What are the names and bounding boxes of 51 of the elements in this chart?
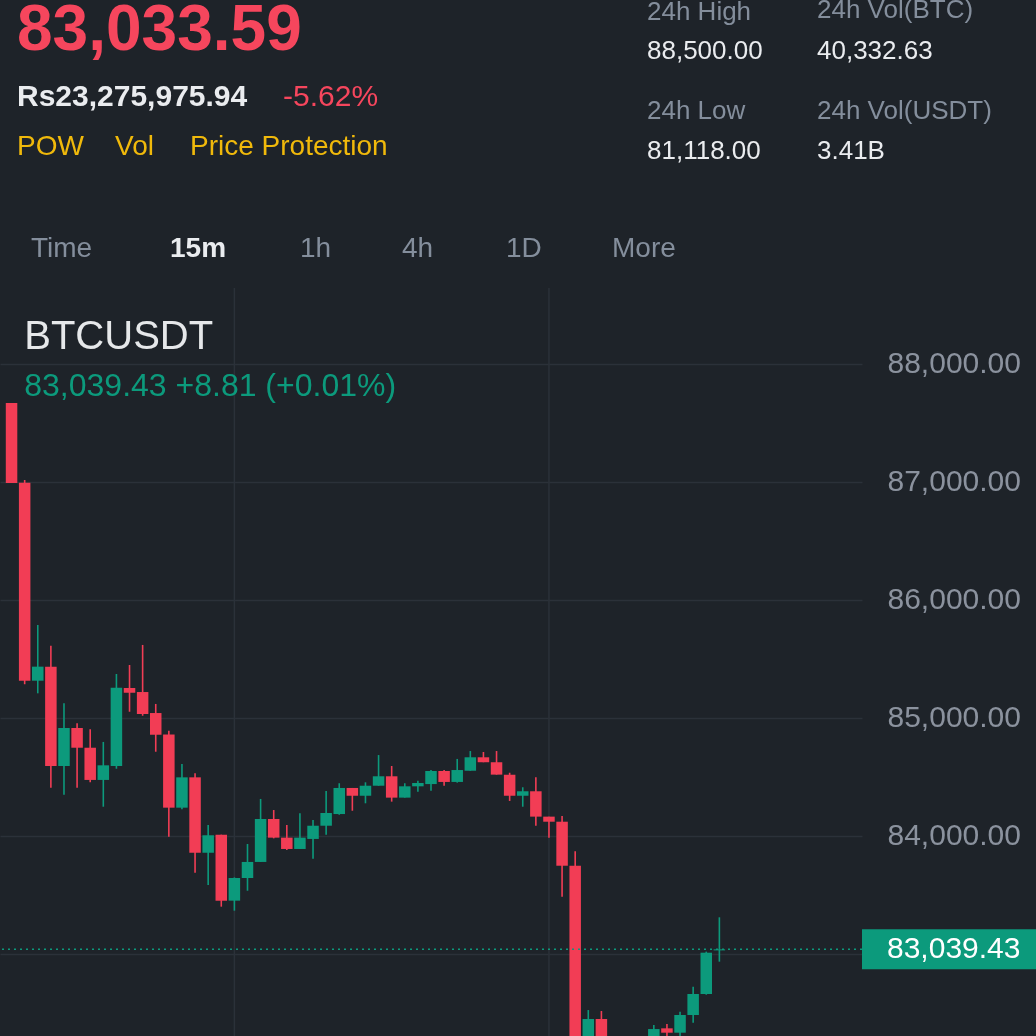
y-tick-label: 88,000.00 <box>887 346 1021 380</box>
text: BTCUSDT <box>24 313 214 357</box>
candlestick <box>385 765 398 803</box>
text: 1h <box>300 232 332 263</box>
text: 83,033.59 <box>17 0 302 64</box>
text: 81,118.00 <box>647 135 761 165</box>
candlestick <box>136 644 149 717</box>
candlestick <box>267 809 280 840</box>
text: More <box>612 232 676 263</box>
text: 4h <box>402 232 434 263</box>
candlestick <box>674 1010 686 1036</box>
text: 24h High <box>647 0 752 26</box>
text: Price Protection <box>190 130 388 161</box>
candlestick <box>451 758 463 784</box>
y-tick-label: 84,000.00 <box>887 818 1021 852</box>
text: 24h Vol(USDT) <box>817 95 992 125</box>
candlestick <box>687 985 699 1024</box>
candlestick <box>503 771 516 802</box>
candlestick <box>123 664 136 713</box>
text: 15m <box>170 232 227 263</box>
candlestick <box>464 750 477 772</box>
candlestick <box>228 876 241 912</box>
text: Rs23,275,975.94 <box>17 79 248 112</box>
candlestick <box>517 786 529 808</box>
candlestick <box>490 750 503 776</box>
candlestick <box>281 824 293 851</box>
text: 40,332.63 <box>817 35 933 65</box>
text: Time <box>31 232 93 263</box>
y-tick-label: 87,000.00 <box>887 464 1021 498</box>
candlestick <box>595 1010 608 1036</box>
candlestick <box>202 824 214 886</box>
candlestick <box>372 754 385 787</box>
candlestick <box>149 703 162 753</box>
text: 24h Low <box>647 95 746 125</box>
text: 1D <box>506 232 542 263</box>
candlestick <box>32 624 44 695</box>
candlestick <box>97 741 110 808</box>
text: 3.41B <box>817 135 885 165</box>
text: -5.62% <box>283 79 379 112</box>
candlestick <box>241 843 254 892</box>
ref-line-label: 83,039.43 <box>887 931 1021 965</box>
candlestick <box>359 781 372 805</box>
y-tick-label: 85,000.00 <box>887 700 1021 734</box>
text: 88,500.00 <box>647 35 763 65</box>
candlestick <box>582 1009 595 1036</box>
text: Vol <box>115 130 154 161</box>
y-tick-label: 86,000.00 <box>887 582 1021 616</box>
text: 83,039.43 +8.81 (+0.01%) <box>24 367 397 403</box>
text: 24h Vol(BTC) <box>817 0 974 24</box>
candlestick <box>71 722 83 789</box>
text: POW <box>17 130 85 161</box>
